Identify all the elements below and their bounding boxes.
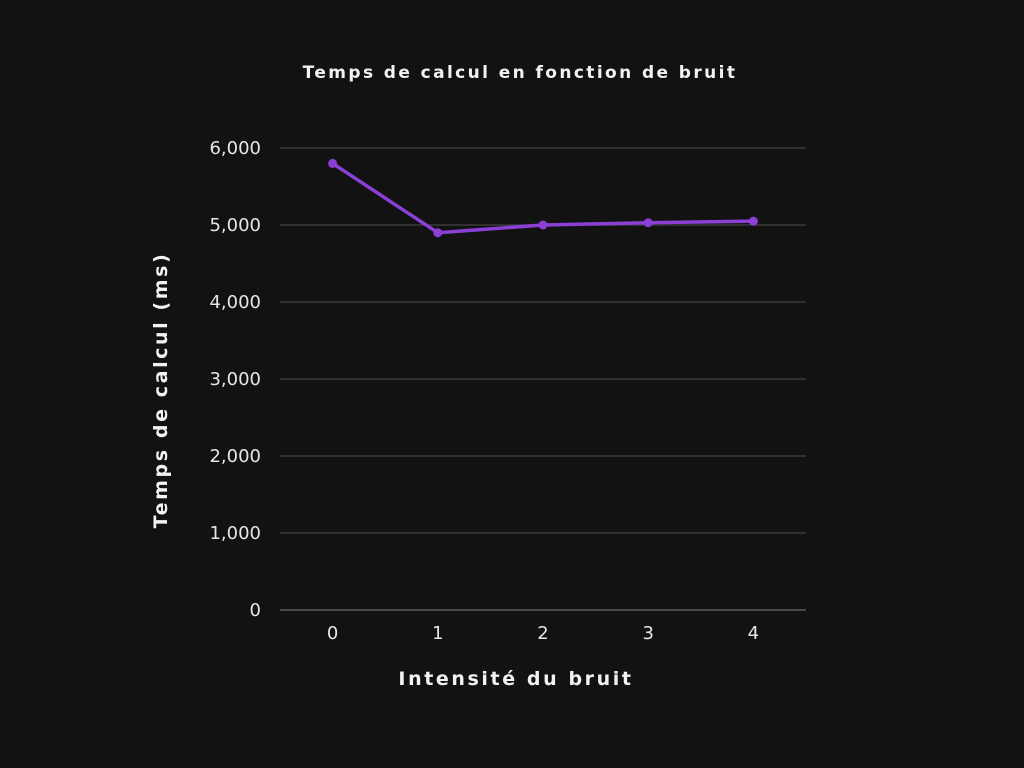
data-point — [748, 216, 758, 226]
x-axis-ticks: 0 1 2 3 4 — [327, 623, 759, 644]
x-tick-label: 3 — [642, 623, 653, 644]
x-tick-label: 0 — [327, 623, 338, 644]
data-point — [643, 218, 653, 228]
y-tick-label: 2,000 — [209, 446, 261, 467]
grid-lines — [280, 147, 806, 611]
data-point — [433, 228, 443, 238]
x-tick-label: 4 — [748, 623, 759, 644]
y-tick-label: 5,000 — [209, 215, 261, 236]
y-tick-label: 1,000 — [209, 523, 261, 544]
x-tick-label: 1 — [432, 623, 443, 644]
chart-title: Temps de calcul en fonction de bruit — [303, 63, 738, 83]
y-axis-title: Temps de calcul (ms) — [150, 252, 172, 529]
y-axis-ticks: 0 1,000 2,000 3,000 4,000 5,000 6,000 — [209, 138, 261, 621]
data-point — [538, 220, 548, 230]
x-tick-label: 2 — [537, 623, 548, 644]
series-layer — [328, 158, 758, 238]
y-tick-label: 6,000 — [209, 138, 261, 159]
x-axis-title: Intensité du bruit — [398, 668, 633, 690]
y-tick-label: 3,000 — [209, 369, 261, 390]
data-point — [328, 158, 338, 168]
y-tick-label: 0 — [250, 600, 261, 621]
y-tick-label: 4,000 — [209, 292, 261, 313]
